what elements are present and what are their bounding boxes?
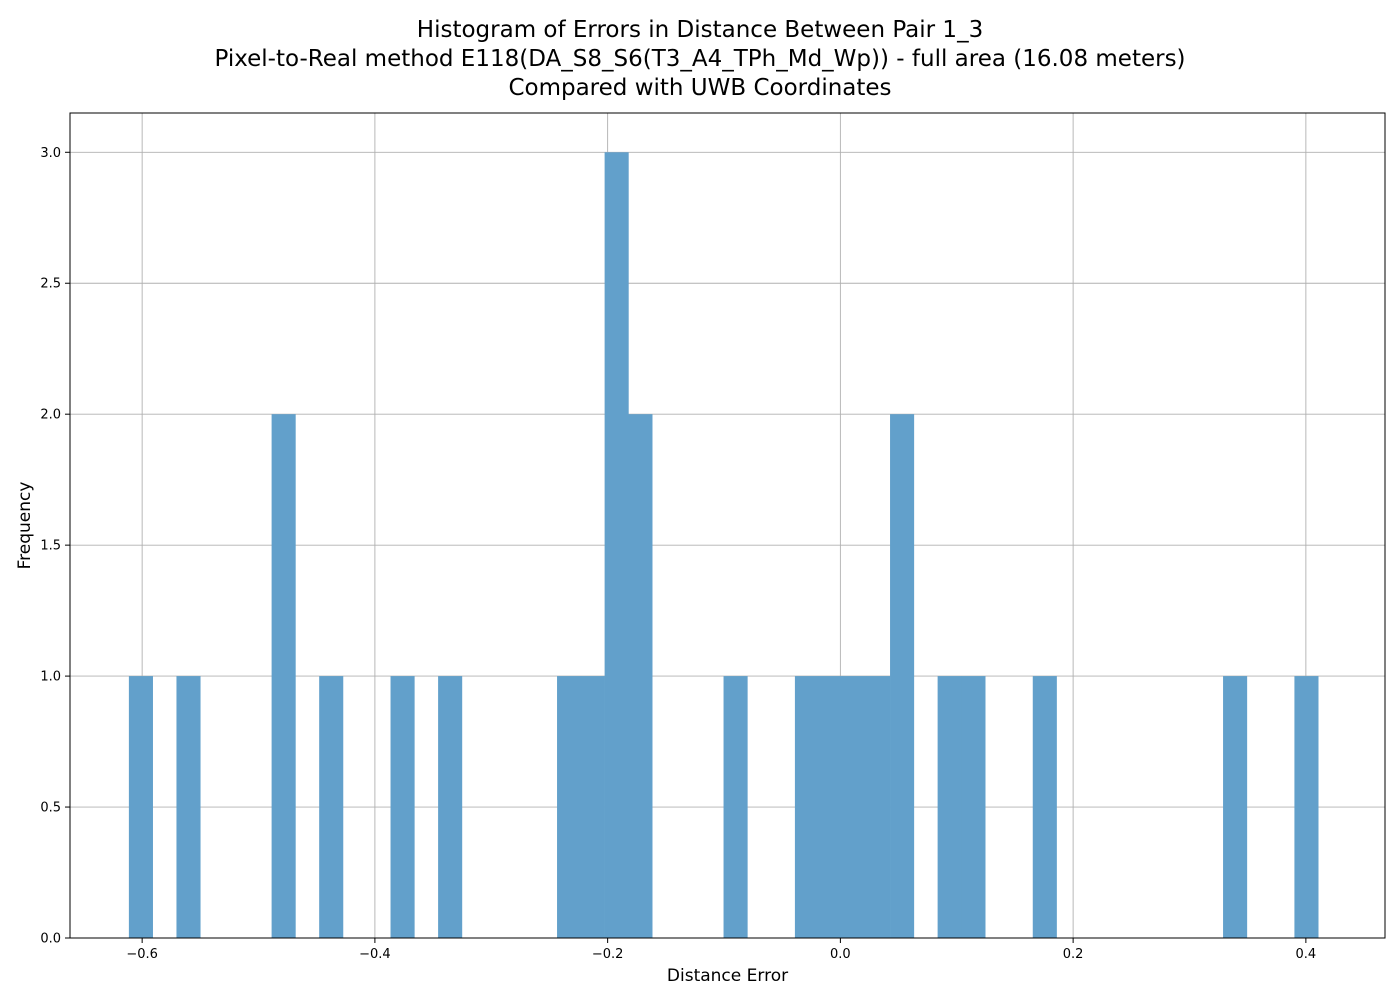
histogram-bar xyxy=(390,676,415,938)
histogram-bar xyxy=(580,676,605,938)
histogram-bar xyxy=(604,152,629,939)
y-tick-label: 1.5 xyxy=(40,539,61,554)
histogram-bar xyxy=(818,676,843,938)
histogram-bar xyxy=(271,414,296,938)
histogram-bar xyxy=(794,676,819,938)
y-tick-label: 3.0 xyxy=(40,146,61,161)
histogram-bar xyxy=(961,676,986,938)
x-tick-label: −0.4 xyxy=(359,947,391,962)
histogram-bar xyxy=(176,676,201,938)
histogram-bar xyxy=(628,414,653,938)
histogram-bar xyxy=(1294,676,1319,938)
histogram-bars xyxy=(128,152,1319,939)
histogram-bar xyxy=(438,676,463,938)
chart-title-line-3: Compared with UWB Coordinates xyxy=(508,75,892,101)
axis-ticks: −0.6 −0.4 −0.2 0.0 0.2 0.4 0.0 0.5 1.0 1.5 2.0 2.5 3… xyxy=(40,146,1316,962)
y-tick-label: 1.0 xyxy=(40,670,61,685)
y-axis-label: Frequency xyxy=(15,482,35,570)
histogram-bar xyxy=(128,676,153,938)
histogram-bar xyxy=(1223,676,1248,938)
x-tick-label: 0.4 xyxy=(1296,947,1317,962)
histogram-bar xyxy=(937,676,962,938)
x-tick-label: 0.2 xyxy=(1063,947,1084,962)
y-tick-label: 2.0 xyxy=(40,408,61,423)
histogram-bar xyxy=(866,676,891,938)
y-tick-label: 2.5 xyxy=(40,277,61,292)
histogram-bar xyxy=(557,676,582,938)
axes-frame xyxy=(69,112,1386,939)
histogram-bar xyxy=(1032,676,1057,938)
chart-title-line-1: Histogram of Errors in Distance Between … xyxy=(416,17,984,43)
x-axis-label: Distance Error xyxy=(667,966,788,986)
y-tick-label: 0.0 xyxy=(40,932,61,947)
histogram-bar xyxy=(890,414,915,938)
x-tick-label: −0.2 xyxy=(592,947,624,962)
histogram-bar xyxy=(723,676,748,938)
x-tick-label: 0.0 xyxy=(830,947,851,962)
histogram-bar xyxy=(319,676,344,938)
chart-title-line-2: Pixel-to-Real method E118(DA_S8_S6(T3_A4… xyxy=(214,46,1186,72)
x-tick-label: −0.6 xyxy=(126,947,158,962)
y-tick-label: 0.5 xyxy=(40,801,61,816)
histogram-bar xyxy=(842,676,867,938)
